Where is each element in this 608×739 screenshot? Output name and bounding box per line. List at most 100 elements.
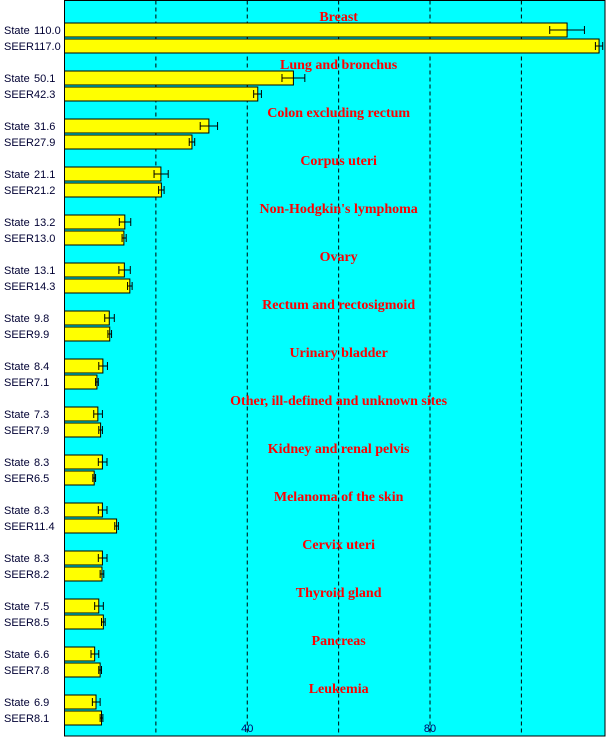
series-label: SEER <box>4 89 34 101</box>
category-label: Breast <box>319 10 358 25</box>
bar-state <box>64 358 104 374</box>
value-label: 117.0 <box>34 41 61 53</box>
category-label: Rectum and rectosigmoid <box>262 298 415 313</box>
category-label: Ovary <box>320 250 358 265</box>
series-label: State <box>4 553 30 565</box>
value-label: 8.4 <box>34 361 49 373</box>
value-label: 27.9 <box>34 137 55 149</box>
value-label: 8.5 <box>34 617 49 629</box>
value-label: 6.6 <box>34 649 49 661</box>
series-label: SEER <box>4 521 34 533</box>
bar-seer <box>64 134 193 150</box>
bar-seer <box>64 566 103 582</box>
category-label: Non-Hodgkin's lymphoma <box>259 202 417 217</box>
bar-state <box>64 214 126 230</box>
series-label: State <box>4 313 30 325</box>
category-label: Corpus uteri <box>300 154 377 169</box>
bar-seer <box>64 422 102 438</box>
bar-seer <box>64 182 162 198</box>
value-label: 50.1 <box>34 73 55 85</box>
series-label: SEER <box>4 233 34 245</box>
category-label: Lung and bronchus <box>280 58 398 73</box>
value-label: 7.8 <box>34 665 49 677</box>
value-label: 21.1 <box>34 169 55 181</box>
value-label: 14.3 <box>34 281 55 293</box>
bar-state <box>64 406 99 422</box>
value-label: 21.2 <box>34 185 55 197</box>
bar-seer <box>64 470 95 486</box>
value-label: 9.9 <box>34 329 49 341</box>
category-label: Other, ill-defined and unknown sites <box>230 394 447 409</box>
bar-seer <box>64 38 600 54</box>
series-label: SEER <box>4 281 34 293</box>
bar-state <box>64 694 97 710</box>
bar-seer <box>64 662 101 678</box>
bar-seer <box>64 278 131 294</box>
bar-seer <box>64 614 104 630</box>
value-label: 7.9 <box>34 425 49 437</box>
series-label: SEER <box>4 473 34 485</box>
category-label: Colon excluding rectum <box>267 106 410 121</box>
bar-state <box>64 646 96 662</box>
category-label: Cervix uteri <box>302 538 375 553</box>
value-label: 31.6 <box>34 121 55 133</box>
value-label: 42.3 <box>34 89 55 101</box>
category-label: Kidney and renal pelvis <box>268 442 410 457</box>
value-label: 7.3 <box>34 409 49 421</box>
bar-seer <box>64 374 98 390</box>
x-tick-label: 40 <box>241 723 253 735</box>
series-label: SEER <box>4 185 34 197</box>
value-label: 8.3 <box>34 505 49 517</box>
bar-state <box>64 310 110 326</box>
series-label: SEER <box>4 41 34 53</box>
series-label: State <box>4 265 30 277</box>
bar-state <box>64 22 568 38</box>
bar-state <box>64 550 103 566</box>
series-label: State <box>4 25 30 37</box>
bar-state <box>64 454 103 470</box>
series-label: State <box>4 505 30 517</box>
value-label: 11.4 <box>34 521 55 533</box>
x-tick-label: 80 <box>424 723 436 735</box>
bar-state <box>64 502 103 518</box>
bar-state <box>64 118 210 134</box>
series-label: State <box>4 169 30 181</box>
bar-seer <box>64 710 103 726</box>
value-label: 8.1 <box>34 713 49 725</box>
series-label: State <box>4 73 30 85</box>
category-label: Leukemia <box>309 682 369 697</box>
bar-seer <box>64 86 259 102</box>
category-label: Melanoma of the skin <box>274 490 404 505</box>
series-label: SEER <box>4 617 34 629</box>
series-label: SEER <box>4 329 34 341</box>
value-label: 6.5 <box>34 473 49 485</box>
series-label: State <box>4 409 30 421</box>
bar-seer <box>64 230 125 246</box>
value-label: 8.3 <box>34 457 49 469</box>
series-label: SEER <box>4 137 34 149</box>
value-label: 110.0 <box>34 25 61 37</box>
value-label: 7.5 <box>34 601 49 613</box>
bar-seer <box>64 326 111 342</box>
series-label: SEER <box>4 713 34 725</box>
bar-state <box>64 166 162 182</box>
value-label: 9.8 <box>34 313 49 325</box>
value-label: 8.3 <box>34 553 49 565</box>
series-label: State <box>4 457 30 469</box>
series-label: State <box>4 649 30 661</box>
value-label: 6.9 <box>34 697 49 709</box>
series-label: SEER <box>4 569 34 581</box>
series-label: State <box>4 361 30 373</box>
series-label: State <box>4 601 30 613</box>
value-label: 13.2 <box>34 217 55 229</box>
bar-state <box>64 598 100 614</box>
series-label: SEER <box>4 425 34 437</box>
category-label: Urinary bladder <box>289 346 387 361</box>
category-label: Pancreas <box>312 634 367 649</box>
series-label: SEER <box>4 665 34 677</box>
value-label: 8.2 <box>34 569 49 581</box>
series-label: SEER <box>4 377 34 389</box>
category-label: Thyroid gland <box>296 586 382 601</box>
bar-state <box>64 262 125 278</box>
